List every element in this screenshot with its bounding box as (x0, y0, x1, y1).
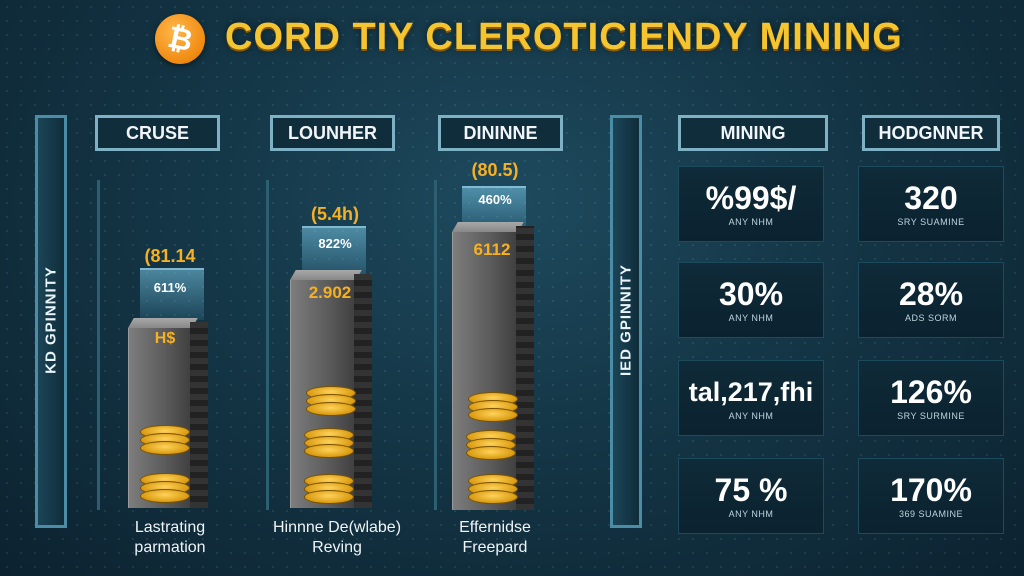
rail-divider (266, 180, 269, 510)
tower-1-footer: Lastrating parmation (134, 519, 206, 556)
tower-2-value: 2.902 (308, 283, 352, 302)
right-side-bar (610, 115, 642, 528)
stat-card-mining: 75 % ANY NHM (678, 458, 824, 534)
column-header-cruse: CRUSE (95, 115, 220, 151)
stat-card-hodgnner: 126% SRY SURMINE (858, 360, 1004, 436)
coin-stack-icon (140, 473, 190, 503)
tower-3 (452, 222, 536, 510)
column-header-dininne: DININNE (438, 115, 563, 151)
tower-3-footer: Effernidse Freepard (459, 519, 531, 556)
tower-3-value: 6112 (473, 240, 511, 259)
highlight-glow (140, 268, 204, 320)
stat-header-mining: MINING (678, 115, 828, 151)
stat-card-mining: %99$/ANY NHM (678, 166, 824, 242)
tower-3-top-value: (80.5) (471, 160, 519, 180)
tower-3-percent: 460% (478, 192, 512, 207)
rail-divider (97, 180, 100, 510)
tower-2-percent: 822% (318, 236, 352, 251)
coin-stack-icon (468, 392, 518, 422)
coin-stack-icon (468, 474, 518, 504)
coin-stack-icon (140, 425, 190, 455)
right-side-label: IED GPINNITY (617, 263, 635, 377)
tower-2-footer: Hinnne De(wlabe) Reving (272, 519, 402, 556)
stat-card-mining: tal,217,fhi ANY NHM (678, 360, 824, 436)
coin-stack-icon (304, 474, 354, 504)
left-side-bar (35, 115, 67, 528)
coin-stack-icon (306, 386, 356, 416)
tower-1-percent: 611% (153, 280, 187, 295)
tower-2-top-value: (5.4h) (310, 204, 359, 224)
coin-stack-icon (304, 428, 354, 458)
stat-card-mining: 30% ANY NHM (678, 262, 824, 338)
stat-card-hodgnner: 320 SRY SUAMINE (858, 166, 1004, 242)
stat-header-hodgnner: HODGNNER (862, 115, 1000, 151)
coin-stack-icon (466, 430, 516, 460)
page-title: CORD TIY CLEROTICIENDY MINING (225, 16, 903, 58)
bitcoin-logo-icon: ₿ (155, 14, 205, 64)
column-header-lounher: LOUNHER (270, 115, 395, 151)
tower-1-value: H$ (154, 330, 176, 347)
rail-divider (434, 180, 437, 510)
tower-1-top-value: (81.14 (144, 246, 196, 266)
left-side-label: KD GPINNITY (42, 266, 60, 374)
stat-card-hodgnner: 170% 369 SUAMINE (858, 458, 1004, 534)
stat-card-hodgnner: 28% ADS SORM (858, 262, 1004, 338)
